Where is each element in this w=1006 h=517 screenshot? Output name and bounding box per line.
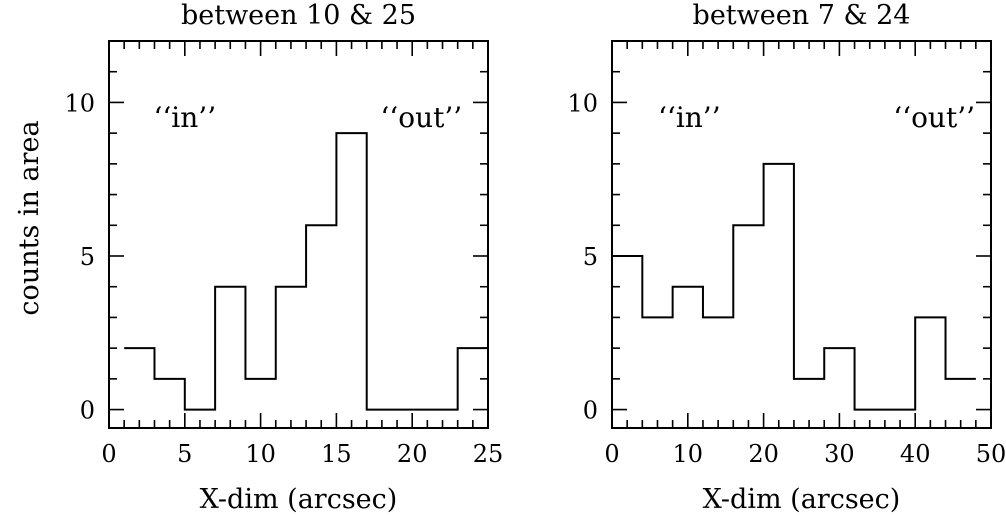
- annotation-out: ‘‘out’’: [893, 101, 975, 134]
- x-tick-label: 10: [673, 440, 704, 468]
- histogram-outline: [124, 132, 488, 411]
- annotation-out: ‘‘out’’: [380, 101, 462, 134]
- histogram-bar: [276, 287, 306, 410]
- y-tick-label: 0: [583, 397, 598, 425]
- y-tick-label: 10: [64, 89, 95, 117]
- histogram-bar: [124, 348, 154, 409]
- histogram-bar: [306, 225, 336, 409]
- y-axis-label: counts in area: [14, 120, 45, 315]
- x-tick-label: 50: [976, 440, 1006, 468]
- x-tick-label: 0: [101, 440, 116, 468]
- y-tick-label: 5: [80, 243, 95, 271]
- x-tick-label: 30: [824, 440, 855, 468]
- x-axis-label: X-dim (arcsec): [200, 484, 398, 515]
- histogram-bar: [824, 348, 854, 409]
- y-tick-label: 0: [80, 397, 95, 425]
- panel-title: between 7 & 24: [693, 0, 911, 31]
- x-tick-label: 5: [177, 440, 192, 468]
- x-tick-label: 15: [321, 440, 352, 468]
- x-axis-label: X-dim (arcsec): [703, 484, 901, 515]
- histogram-outline: [612, 162, 976, 411]
- x-tick-label: 25: [473, 440, 504, 468]
- x-tick-label: 40: [900, 440, 931, 468]
- annotation-in: ‘‘in’’: [658, 101, 721, 134]
- histogram-panel-right: between 7 & 24 X-dim (arcsec) 0 10 20 30 40 50 0…: [567, 0, 1006, 515]
- histogram-bar: [154, 379, 184, 410]
- histogram-bar: [764, 164, 794, 410]
- plot-frame: [108, 40, 489, 429]
- histogram-bar: [703, 317, 733, 409]
- histogram-bar: [673, 287, 703, 410]
- x-tick-label: 20: [748, 440, 779, 468]
- histogram-bar: [794, 379, 824, 410]
- histogram-bar: [915, 317, 945, 409]
- histogram-bar: [612, 256, 642, 410]
- x-tick-label: 10: [245, 440, 276, 468]
- histogram-bar: [215, 287, 245, 410]
- histogram-bar: [733, 225, 763, 409]
- histogram-bar: [946, 379, 976, 410]
- histogram-panel-left: between 10 & 25 X-dim (arcsec) 0 5 10 15 20 25 0…: [64, 0, 503, 515]
- panel-title: between 10 & 25: [181, 0, 416, 31]
- histogram-bar: [245, 379, 275, 410]
- annotation-in: ‘‘in’’: [154, 101, 217, 134]
- x-tick-label: 20: [397, 440, 428, 468]
- y-tick-label: 5: [583, 243, 598, 271]
- histogram-bar: [642, 317, 672, 409]
- y-tick-label: 10: [567, 89, 598, 117]
- histogram-bar: [336, 133, 366, 409]
- x-tick-label: 0: [604, 440, 619, 468]
- plot-frame: [611, 40, 992, 429]
